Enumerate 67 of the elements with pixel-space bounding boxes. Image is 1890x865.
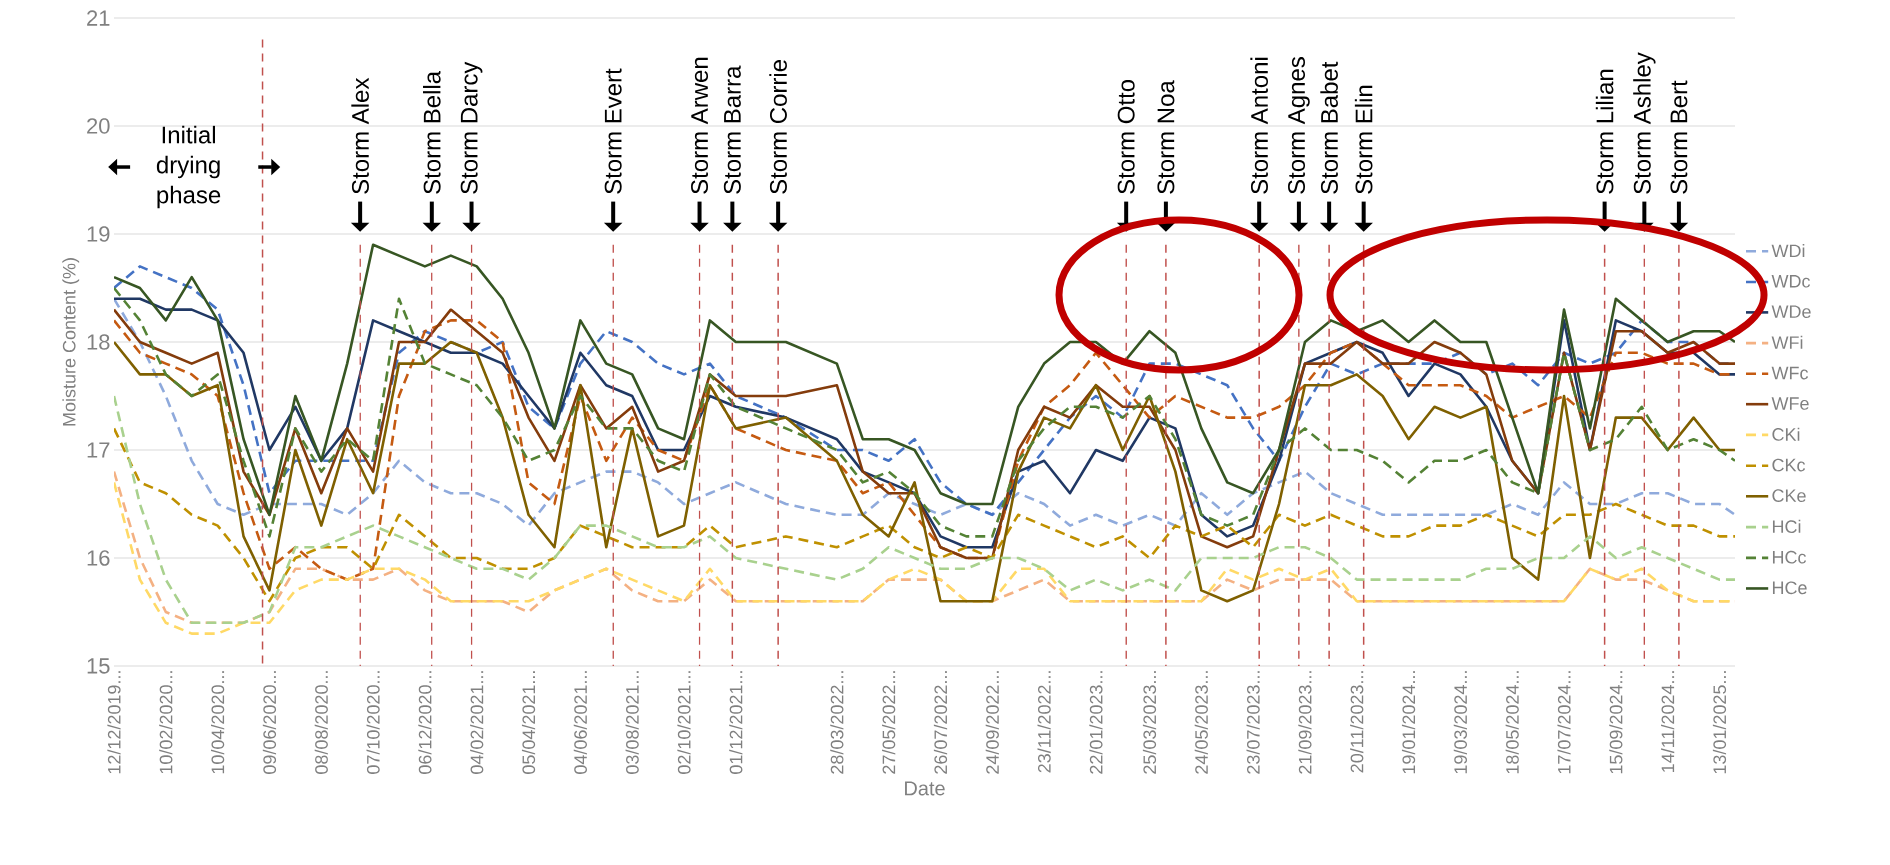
ref-line-label: Storm Lilian bbox=[1595, 69, 1614, 194]
x-tick-label: 18/05/2024... bbox=[1505, 671, 1519, 774]
x-tick-label: 24/09/2022... bbox=[985, 671, 999, 774]
x-tick-label: 19/01/2024... bbox=[1401, 671, 1416, 774]
y-tick-label: 20 bbox=[87, 118, 110, 134]
ref-line-label: Storm Bert bbox=[1670, 80, 1688, 194]
y-tick-label: 17 bbox=[87, 442, 110, 458]
ref-line-label: Storm Babet bbox=[1320, 61, 1338, 194]
x-tick-label: 08/08/2020... bbox=[314, 671, 328, 774]
ref-line-label: Storm Elin bbox=[1354, 85, 1373, 194]
ref-line-label: Storm Otto bbox=[1117, 79, 1135, 194]
x-tick-label: 26/07/2022... bbox=[933, 671, 948, 774]
x-tick-label: 24/05/2023... bbox=[1194, 671, 1208, 774]
ref-line-label: Storm Corrie bbox=[769, 60, 787, 194]
x-tick-label: 27/05/2022... bbox=[882, 671, 896, 774]
x-tick-label: 23/07/2023... bbox=[1246, 671, 1260, 774]
legend-label: HCc bbox=[1772, 550, 1807, 564]
x-tick-label: 10/02/2020... bbox=[159, 671, 173, 774]
ref-line-label: Storm Alex bbox=[351, 77, 369, 194]
legend-label: WDe bbox=[1771, 305, 1811, 318]
x-tick-label: 17/07/2024... bbox=[1557, 671, 1571, 774]
x-tick-label: 19/03/2024... bbox=[1453, 671, 1467, 774]
x-tick-label: 01/12/2021... bbox=[729, 671, 743, 774]
legend-label: WDi bbox=[1771, 244, 1805, 258]
x-tick-label: 03/08/2021... bbox=[625, 671, 639, 774]
legend-label: HCi bbox=[1772, 519, 1801, 534]
x-tick-label: 06/12/2020... bbox=[418, 671, 432, 774]
y-tick-label: 16 bbox=[87, 550, 110, 566]
x-tick-label: 05/04/2021... bbox=[521, 671, 536, 774]
annotation: Initial drying phase bbox=[156, 125, 221, 209]
legend-label: WFi bbox=[1771, 335, 1803, 349]
ref-line-label: Storm Agnes bbox=[1288, 57, 1310, 194]
x-tick-label: 15/09/2024... bbox=[1609, 671, 1623, 774]
x-axis-title: Date bbox=[905, 781, 945, 796]
x-tick-label: 20/11/2023... bbox=[1350, 671, 1364, 773]
legend-label: WFe bbox=[1771, 397, 1809, 410]
legend-label: CKe bbox=[1772, 489, 1806, 502]
legend-label: CKi bbox=[1772, 427, 1800, 441]
ref-line-label: Storm Bella bbox=[423, 70, 441, 194]
x-tick-label: 25/03/2023... bbox=[1142, 671, 1157, 774]
x-tick-label: 02/10/2021... bbox=[677, 671, 691, 774]
ref-line-label: Storm Barra bbox=[723, 65, 741, 194]
ref-line-label: Storm Darcy bbox=[460, 61, 483, 194]
y-tick-label: 19 bbox=[87, 226, 110, 242]
legend-label: WDc bbox=[1771, 275, 1811, 288]
ref-line-label: Storm Arwen bbox=[691, 57, 709, 194]
x-tick-label: 13/01/2025... bbox=[1712, 671, 1727, 774]
y-tick-label: 21 bbox=[87, 10, 110, 26]
legend-label: WFc bbox=[1771, 366, 1809, 380]
legend-label: CKc bbox=[1772, 458, 1806, 472]
x-tick-label: 04/02/2021... bbox=[470, 671, 484, 774]
x-tick-label: 28/03/2022... bbox=[830, 671, 844, 774]
ref-line-label: Storm Antoni bbox=[1250, 57, 1268, 194]
x-tick-label: 14/11/2024... bbox=[1661, 671, 1675, 772]
x-tick-label: 21/09/2023... bbox=[1298, 671, 1312, 774]
legend-label: HCe bbox=[1772, 581, 1807, 595]
x-tick-label: 22/01/2023... bbox=[1089, 671, 1103, 774]
y-tick-label: 18 bbox=[87, 334, 110, 350]
x-tick-label: 09/06/2020... bbox=[262, 671, 277, 774]
x-tick-label: 23/11/2022... bbox=[1037, 671, 1051, 773]
x-tick-label: 10/04/2020... bbox=[211, 671, 225, 774]
x-tick-label: 07/10/2020... bbox=[366, 671, 380, 774]
ref-line-label: Storm Ashley bbox=[1633, 52, 1656, 194]
ref-line-label: Storm Noa bbox=[1157, 80, 1175, 194]
ref-line-label: Storm Evert bbox=[604, 68, 622, 194]
x-tick-label: 04/06/2021... bbox=[573, 671, 587, 774]
y-axis-title: Moisture Content (%) bbox=[62, 258, 80, 426]
